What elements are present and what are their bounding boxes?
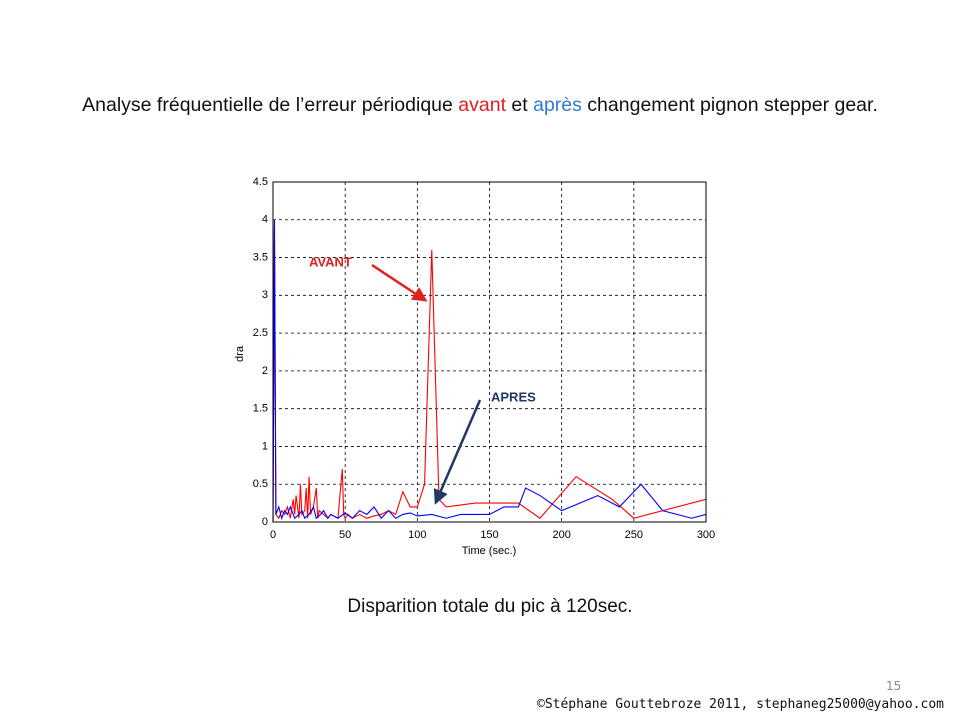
x-axis-label: Time (sec.) <box>462 545 517 557</box>
y-tick-label: 1 <box>262 440 268 452</box>
annotation: AVANT <box>309 254 352 269</box>
title-part: Analyse fréquentielle de l’erreur périod… <box>82 94 459 116</box>
x-tick-label: 300 <box>697 529 715 541</box>
title-part: avant <box>458 94 506 116</box>
y-tick-label: 4 <box>262 214 268 226</box>
title-part: changement pignon stepper gear. <box>581 94 878 116</box>
y-tick-label: 2 <box>262 365 268 377</box>
x-tick-label: 100 <box>408 529 426 541</box>
y-tick-label: 2.5 <box>253 327 268 339</box>
x-tick-label: 200 <box>552 529 570 541</box>
y-tick-label: 4.5 <box>253 176 268 188</box>
y-axis-label: dra <box>234 345 246 362</box>
x-tick-label: 0 <box>270 529 276 541</box>
series-line <box>272 219 707 523</box>
x-tick-label: 150 <box>480 529 498 541</box>
x-tick-label: 50 <box>339 529 351 541</box>
title-part: et <box>506 94 534 116</box>
arrow <box>433 399 482 505</box>
title-part: après <box>533 94 582 116</box>
page-number: 15 <box>886 679 902 693</box>
y-tick-label: 0 <box>262 516 268 528</box>
annotation: APRES <box>491 389 536 404</box>
axes-box <box>272 181 707 523</box>
y-tick-label: 0.5 <box>253 478 268 490</box>
arrow <box>371 263 428 302</box>
y-tick-label: 3 <box>262 289 268 301</box>
footer: ©Stéphane Gouttebroze 2011, stephaneg250… <box>537 697 944 712</box>
slide-title: Analyse fréquentielle de l’erreur périod… <box>0 94 960 117</box>
x-tick-label: 250 <box>625 529 643 541</box>
y-tick-label: 3.5 <box>253 251 268 263</box>
y-tick-label: 1.5 <box>253 403 268 415</box>
slide-subtitle: Disparition totale du pic à 120sec. <box>347 596 633 617</box>
